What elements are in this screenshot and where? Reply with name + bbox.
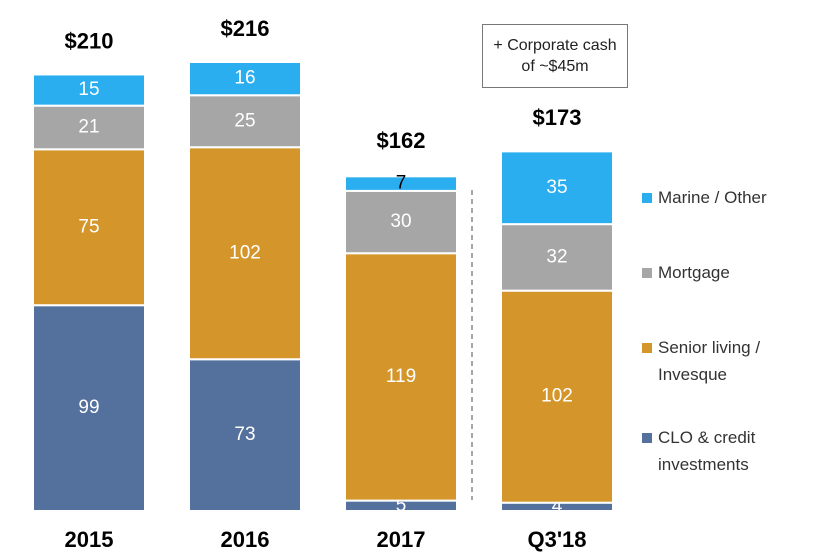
x-tick-label: 2016: [221, 527, 270, 552]
x-tick-label: 2015: [65, 527, 114, 552]
segment-label: 32: [546, 246, 567, 267]
bar-segment: [344, 189, 458, 255]
bar-segment: [188, 61, 302, 97]
bar-segment: [32, 104, 146, 151]
bar-segment: [32, 73, 146, 107]
bar-segment: [500, 289, 614, 504]
total-label: $162: [377, 128, 426, 153]
bar-segment: [344, 175, 458, 192]
legend-swatch: [642, 343, 652, 353]
x-tick-label: Q3'18: [527, 527, 586, 552]
legend-item: Marine / Other: [642, 184, 812, 211]
segment-label: 102: [229, 242, 261, 263]
legend-swatch: [642, 268, 652, 278]
total-label: $173: [533, 105, 582, 130]
legend-item: CLO & credit investments: [642, 424, 812, 478]
bar-segment: [344, 252, 458, 502]
segment-label: 99: [78, 397, 99, 418]
segment-label: 4: [552, 496, 563, 517]
legend-label: Senior living / Invesque: [658, 338, 761, 384]
segment-label: 75: [78, 216, 99, 237]
segment-label: 119: [386, 366, 416, 387]
segment-label: 25: [234, 110, 255, 131]
annotation: + Corporate cash of ~$45m: [482, 24, 628, 88]
bar-segment: [188, 94, 302, 149]
total-label: $216: [221, 16, 270, 41]
bar-segment: [188, 146, 302, 361]
legend-swatch: [642, 193, 652, 203]
bar-segment: [500, 150, 614, 226]
legend-swatch: [642, 433, 652, 443]
x-tick-label: 2017: [377, 527, 426, 552]
bar-segment: [32, 304, 146, 513]
legend-item: Mortgage: [642, 259, 812, 286]
legend-label: Mortgage: [658, 263, 730, 282]
bar-segment: [188, 358, 302, 513]
segment-label: 5: [396, 495, 407, 516]
segment-label: 30: [390, 211, 411, 232]
segment-label: 35: [546, 177, 567, 198]
segment-label: 15: [78, 79, 99, 100]
segment-label: 16: [234, 68, 255, 89]
segment-label: 102: [541, 386, 573, 407]
total-label: $210: [65, 28, 114, 53]
segment-label: 73: [234, 424, 255, 445]
legend-item: Senior living / Invesque: [642, 334, 812, 388]
legend-label: CLO & credit investments: [658, 428, 756, 474]
segment-label: 21: [78, 116, 99, 137]
legend-label: Marine / Other: [658, 188, 767, 207]
segment-label: 7: [396, 173, 407, 194]
